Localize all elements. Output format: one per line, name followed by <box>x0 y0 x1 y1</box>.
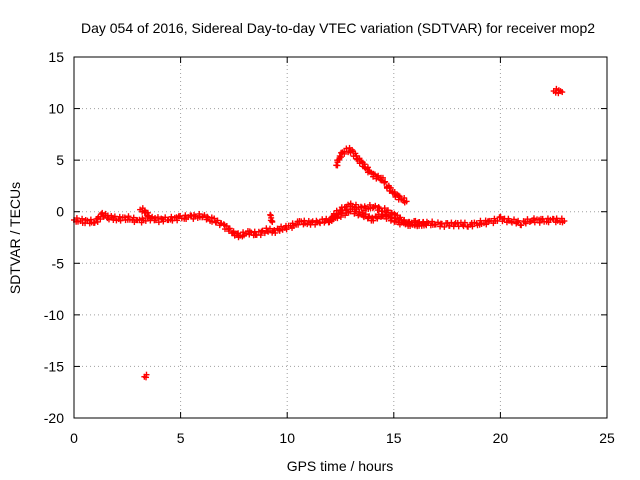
series-upper-arc-point <box>364 164 371 171</box>
series-main-track-point <box>451 221 458 228</box>
series-main-track-point <box>214 217 221 224</box>
series-outlier-low-point <box>143 371 150 378</box>
series-main-track-point <box>316 219 323 226</box>
series-main-track-point <box>87 216 94 223</box>
series-main-track-point <box>272 229 279 236</box>
series-main-track-point <box>438 220 445 227</box>
series-main-track-point <box>518 222 525 229</box>
series-main-track-point <box>515 217 522 224</box>
y-tick-label: 5 <box>56 152 64 168</box>
series-upper-arc-point <box>387 184 394 191</box>
axis-ticks: 0 5 10 15 20 25 -20 -15 -10 -5 0 5 10 15 <box>44 49 615 446</box>
series-main-track-point <box>168 213 175 220</box>
series-main-track-point <box>477 217 484 224</box>
chart-title: Day 054 of 2016, Sidereal Day-to-day VTE… <box>81 20 595 36</box>
series-main-track-point <box>394 212 401 219</box>
series-main-track-point <box>226 225 233 232</box>
series-main-track-point <box>298 218 305 225</box>
series-main-track-point <box>230 228 237 235</box>
y-tick-label: -15 <box>44 358 64 374</box>
series-lower-band-point <box>387 217 394 224</box>
x-tick-label: 25 <box>599 430 615 446</box>
plot-frame <box>73 56 608 419</box>
x-tick-label: 10 <box>279 430 295 446</box>
series-main-track-point <box>99 209 106 216</box>
series-main-track-point <box>276 227 283 234</box>
series-main-track-point <box>91 219 98 226</box>
series-main-track-point <box>469 223 476 230</box>
series-main-track-point <box>323 215 330 222</box>
series-upper-arc-point <box>403 198 410 205</box>
series-lower-band-point <box>366 213 373 220</box>
series-main-track-point <box>154 214 161 221</box>
series-main-track-point <box>530 215 537 222</box>
series-upper-arc-point <box>396 193 403 200</box>
series-main-track-point <box>283 226 290 233</box>
series-upper-arc-point <box>361 161 368 168</box>
series-upper-arc-point <box>379 174 386 181</box>
series-main-track-point <box>265 228 272 235</box>
y-tick-label: -5 <box>52 255 65 271</box>
series-main-track-point <box>97 216 104 223</box>
series-main-track-point <box>295 221 302 228</box>
series-stub-near-9h-point <box>269 219 276 226</box>
series-main-track-point <box>522 220 529 227</box>
series-main-track-point <box>375 204 382 211</box>
series-main-track-point <box>372 202 379 209</box>
x-tick-label: 5 <box>177 430 185 446</box>
x-tick-label: 15 <box>386 430 402 446</box>
series-main-track-point <box>352 201 359 208</box>
grid <box>74 57 607 418</box>
series-main-track-point <box>266 225 273 232</box>
series-main-track-point <box>494 217 501 224</box>
series-main-track-point <box>561 217 568 224</box>
series-upper-arc-point <box>382 178 389 185</box>
data-points <box>71 85 568 381</box>
y-tick-label: -20 <box>44 410 64 426</box>
y-tick-label: 0 <box>56 204 64 220</box>
series-lower-band-point <box>370 217 377 224</box>
series-main-track-point <box>174 217 181 224</box>
series-main-track-point <box>511 216 518 223</box>
y-tick-label: -10 <box>44 307 64 323</box>
series-lower-band-point <box>374 215 381 222</box>
series-main-track-point <box>347 200 354 207</box>
series-main-track-point <box>536 219 543 226</box>
y-axis-label: SDTVAR / TECUs <box>7 182 23 294</box>
series-main-track-point <box>240 229 247 236</box>
series-outlier-high-point <box>559 89 566 96</box>
series-main-track-point <box>220 221 227 228</box>
series-lower-band-point <box>359 209 366 216</box>
series-main-track-point <box>258 228 265 235</box>
series-main-track-point <box>385 207 392 214</box>
series-main-track-point <box>152 217 159 224</box>
x-axis-label: GPS time / hours <box>287 458 394 474</box>
series-stub-near-3h-point <box>144 209 151 216</box>
series-main-track-point <box>441 223 448 230</box>
series-main-track-point <box>483 221 490 228</box>
series-lower-band-point <box>391 215 398 222</box>
series-main-track-point <box>211 215 218 222</box>
series-main-track-point <box>461 219 468 226</box>
series-main-track-point <box>509 219 516 226</box>
series-lower-band-point <box>329 213 336 220</box>
y-tick-label: 15 <box>48 49 64 65</box>
x-tick-label: 0 <box>70 430 78 446</box>
series-main-track-point <box>100 213 107 220</box>
series-lower-band-point <box>388 214 395 221</box>
series-main-track-point <box>160 218 167 225</box>
y-tick-label: 10 <box>48 101 64 117</box>
x-tick-label: 20 <box>493 430 509 446</box>
series-main-track-point <box>73 215 80 222</box>
series-main-track-point <box>125 213 132 220</box>
series-main-track-point <box>434 219 441 226</box>
series-main-track-point <box>278 223 285 230</box>
series-lower-band-point <box>422 221 429 228</box>
series-lower-band-point <box>334 215 341 222</box>
series-stub-near-3h-point <box>145 212 152 219</box>
series-main-track-point <box>149 213 156 220</box>
series-main-track-point <box>381 205 388 212</box>
series-lower-band-point <box>362 211 369 218</box>
